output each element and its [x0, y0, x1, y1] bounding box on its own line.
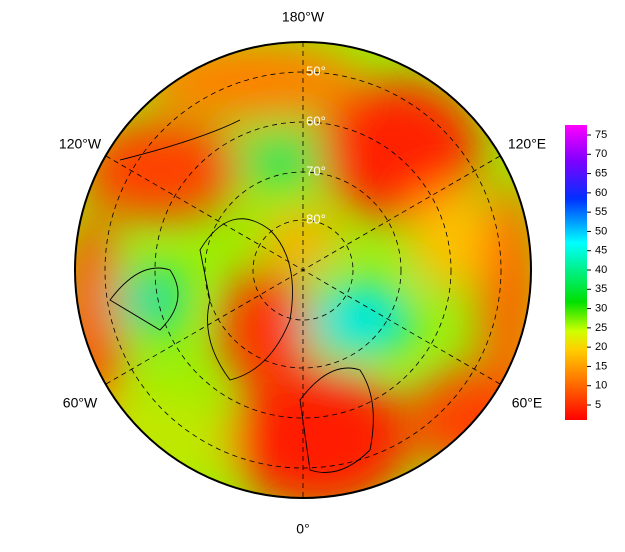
longitude-label: 180°W: [282, 9, 325, 25]
colorbar: [565, 125, 587, 420]
latitude-label: 60°: [306, 113, 326, 128]
latitude-label: 50°: [306, 63, 326, 78]
longitude-label: 120°W: [59, 136, 102, 152]
colorbar-tick-label: 55: [595, 206, 607, 218]
latitude-label: 80°: [306, 211, 326, 226]
latitude-labels: 50° 60° 70° 80°: [306, 63, 326, 226]
longitude-label: 0°: [296, 521, 309, 537]
colorbar-tick-label: 35: [595, 283, 607, 295]
colorbar-tick-label: 30: [595, 302, 607, 314]
colorbar-tick-label: 70: [595, 148, 607, 160]
colorbar-tick-label: 20: [595, 341, 607, 353]
colorbar-tick-label: 60: [595, 187, 607, 199]
colorbar-tick-label: 25: [595, 322, 607, 334]
colorbar-tick-label: 40: [595, 264, 607, 276]
longitude-label: 120°E: [508, 136, 546, 152]
colorbar-tick-label: 45: [595, 245, 607, 257]
latitude-label: 70°: [306, 163, 326, 178]
colorbar-tick-label: 15: [595, 360, 607, 372]
heat-field: [75, 42, 531, 498]
longitude-label: 60°W: [63, 395, 98, 411]
colorbar-tick-label: 5: [595, 399, 601, 411]
map-border: [74, 41, 532, 499]
longitude-label: 60°E: [512, 395, 543, 411]
colorbar-tick-label: 10: [595, 380, 607, 392]
colorbar-tick-label: 75: [595, 129, 607, 141]
colorbar-tick-label: 50: [595, 225, 607, 237]
colorbar-ticks: 5 10 15 20 25 30 35 40 45 50 55 60 65 70 75: [587, 129, 607, 411]
colorbar-tick-label: 65: [595, 167, 607, 179]
longitude-labels: 180°W 120°W 120°E 60°W 60°E 0°: [59, 9, 546, 537]
